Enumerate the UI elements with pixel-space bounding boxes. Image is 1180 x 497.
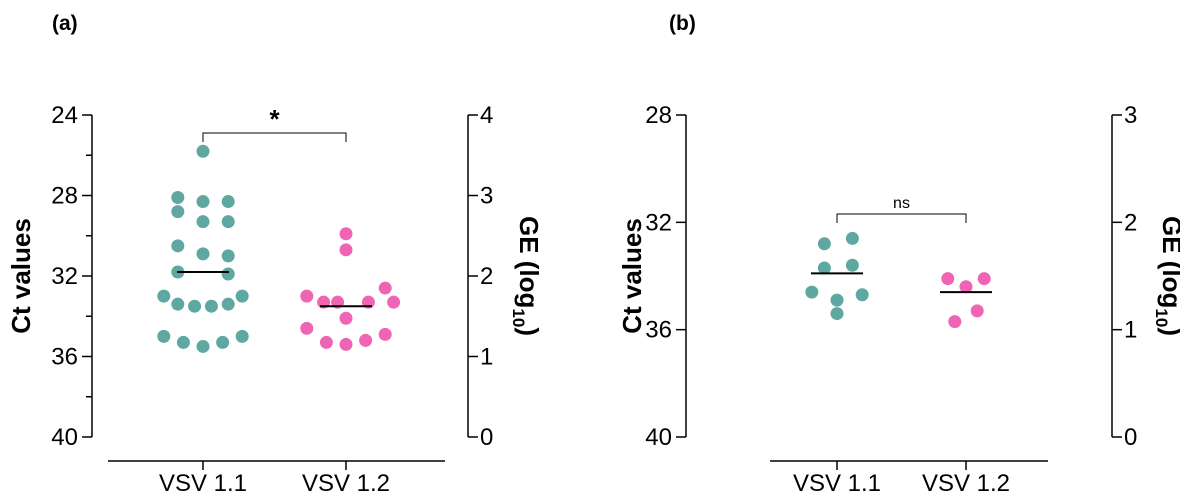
x-tick-label: VSV 1.2: [922, 470, 1010, 492]
y2-title-sub: 10: [1152, 308, 1171, 327]
data-point-vsv11: [176, 335, 190, 349]
data-point-vsv11: [196, 144, 210, 158]
y2-title-end: ): [1157, 327, 1180, 336]
data-point-vsv11: [817, 237, 831, 251]
y2-axis-title: GE (log10): [509, 216, 544, 336]
data-point-vsv12: [378, 327, 392, 341]
data-point-vsv11: [171, 239, 185, 253]
data-point-vsv11: [171, 297, 185, 311]
x-tick-label: VSV 1.1: [159, 470, 247, 492]
data-point-vsv11: [830, 307, 844, 321]
data-point-vsv11: [157, 289, 171, 303]
data-point-vsv12: [970, 304, 984, 318]
y-tick-label: 40: [645, 424, 672, 451]
data-point-vsv11: [196, 339, 210, 353]
data-point-vsv12: [941, 272, 955, 286]
data-point-vsv11: [204, 299, 218, 313]
data-point-vsv11: [196, 195, 210, 209]
data-point-vsv11: [221, 267, 235, 281]
data-point-vsv11: [845, 258, 859, 272]
data-point-vsv11: [188, 299, 202, 313]
x-tick-label: VSV 1.2: [302, 470, 390, 492]
y2-tick-label: 4: [480, 102, 493, 129]
data-point-vsv11: [855, 288, 869, 302]
y2-tick-label: 3: [1124, 102, 1137, 129]
data-point-vsv11: [196, 215, 210, 229]
data-point-vsv12: [339, 311, 353, 325]
y-tick-label: 24: [51, 102, 78, 129]
data-point-vsv11: [196, 247, 210, 261]
x-tick-label: VSV 1.1: [793, 470, 881, 492]
data-point-vsv11: [221, 249, 235, 263]
significance-bracket: [202, 132, 347, 142]
significance-label: *: [269, 104, 280, 134]
data-point-vsv11: [817, 261, 831, 275]
y2-tick-label: 1: [1124, 317, 1137, 344]
y-tick-label: 28: [51, 183, 78, 210]
data-point-vsv12: [319, 335, 333, 349]
data-point-vsv12: [339, 337, 353, 351]
data-point-vsv12: [339, 243, 353, 257]
data-point-vsv11: [171, 191, 185, 205]
y2-tick-label: 3: [480, 183, 493, 210]
y2-title-main: GE (log: [1157, 216, 1180, 308]
y2-axis-title: GE (log10): [1152, 216, 1180, 336]
y-tick-label: 32: [51, 263, 78, 290]
data-point-vsv11: [235, 289, 249, 303]
y-axis-title: Ct values: [6, 218, 36, 334]
y2-tick-label: 2: [1124, 209, 1137, 236]
y-axis-title: Ct values: [617, 218, 647, 334]
y-tick-label: 28: [645, 102, 672, 129]
data-point-vsv12: [359, 333, 373, 347]
significance-bracket: [836, 213, 967, 223]
data-point-vsv12: [977, 272, 991, 286]
data-point-vsv11: [157, 329, 171, 343]
significance-label: ns: [893, 195, 910, 212]
y2-tick-label: 1: [480, 344, 493, 371]
y-tick-label: 36: [51, 344, 78, 371]
data-point-vsv11: [805, 285, 819, 299]
data-point-vsv12: [959, 280, 973, 294]
y-tick-label: 36: [645, 317, 672, 344]
data-point-vsv12: [387, 295, 401, 309]
panel-label: (b): [669, 12, 696, 35]
y2-title-main: GE (log: [514, 216, 544, 308]
data-point-vsv11: [221, 195, 235, 209]
y2-tick-label: 0: [480, 424, 493, 451]
data-point-vsv12: [300, 321, 314, 335]
y2-title-end: ): [514, 327, 544, 336]
data-point-vsv11: [235, 329, 249, 343]
data-point-vsv12: [300, 289, 314, 303]
data-point-vsv12: [339, 227, 353, 241]
panel-label: (a): [52, 12, 78, 35]
y-tick-label: 40: [51, 424, 78, 451]
data-point-vsv11: [221, 297, 235, 311]
data-point-vsv12: [948, 315, 962, 329]
y2-title-sub: 10: [509, 308, 528, 327]
data-point-vsv11: [216, 335, 230, 349]
y2-tick-label: 2: [480, 263, 493, 290]
data-point-vsv11: [171, 205, 185, 219]
data-point-vsv11: [221, 215, 235, 229]
y2-tick-label: 0: [1124, 424, 1137, 451]
data-point-vsv12: [378, 281, 392, 295]
data-point-vsv11: [845, 231, 859, 245]
y-tick-label: 32: [645, 209, 672, 236]
data-point-vsv11: [830, 293, 844, 307]
